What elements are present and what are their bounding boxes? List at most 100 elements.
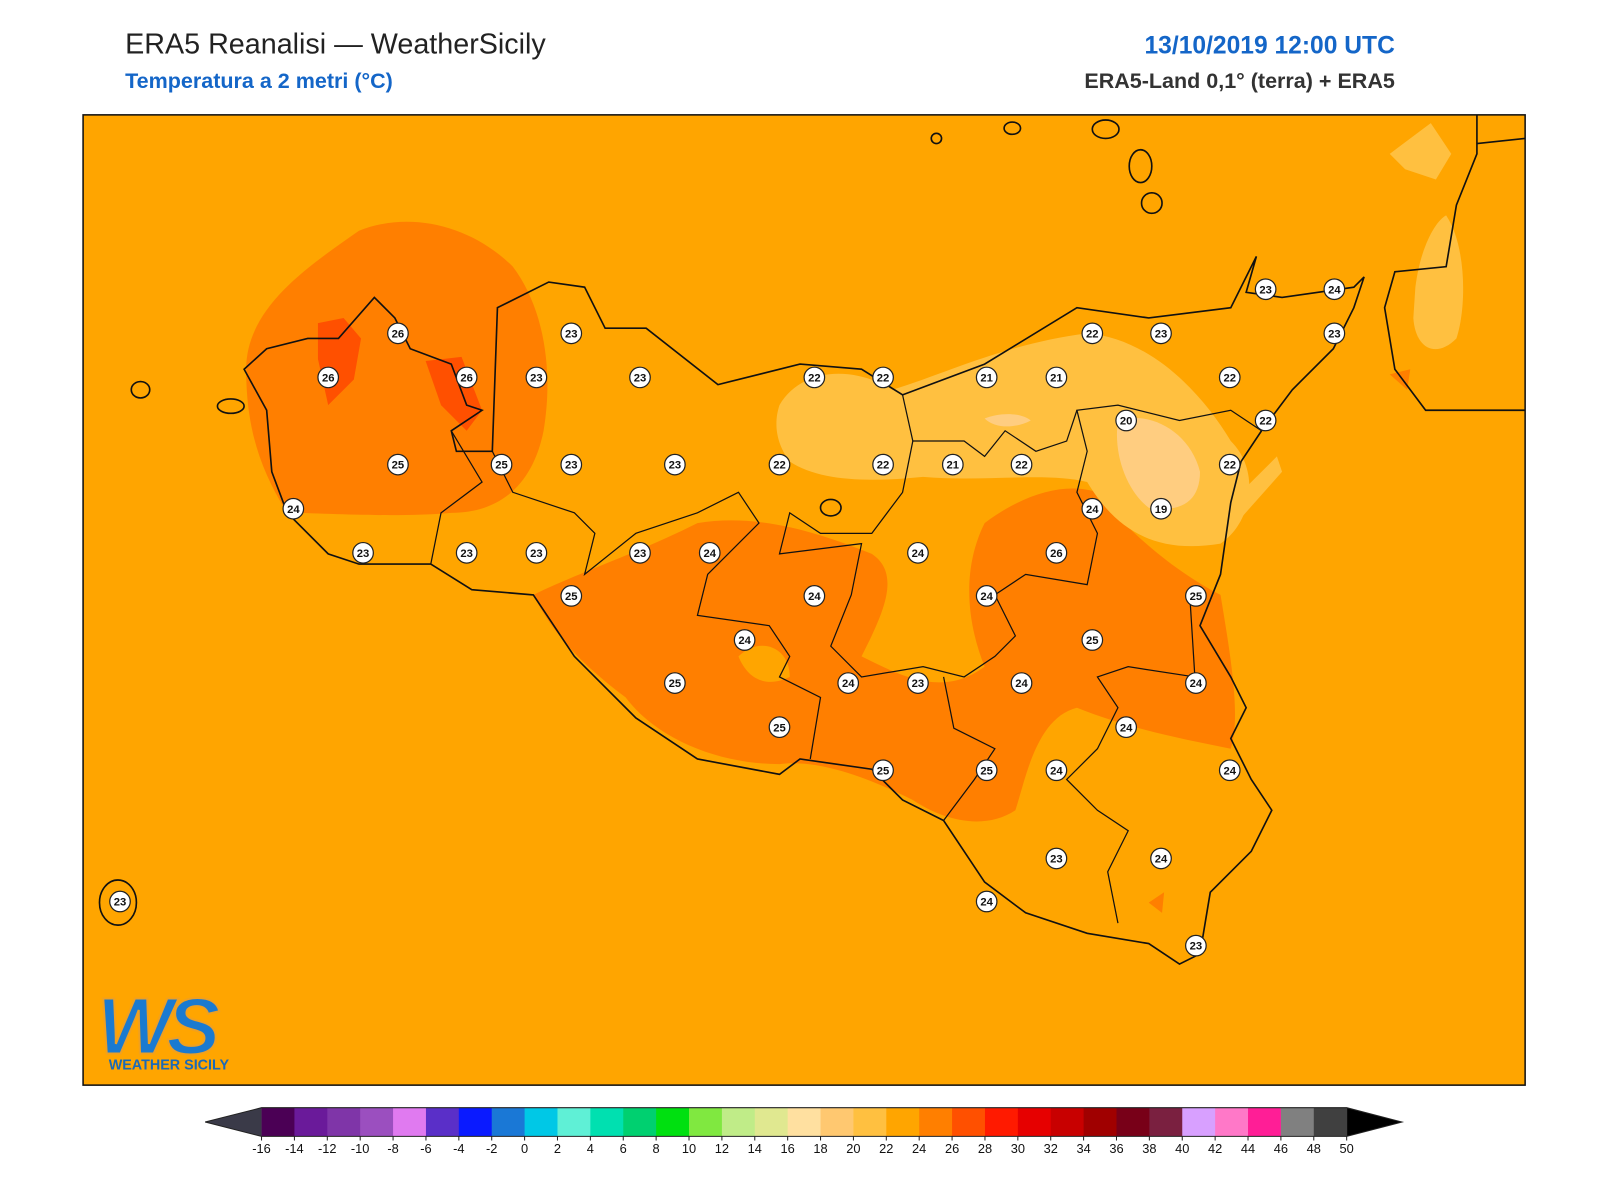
station-marker	[907, 541, 929, 564]
station-value: 24	[980, 897, 993, 909]
island	[930, 132, 943, 145]
colorbar-swatch	[1313, 1107, 1348, 1137]
colorbar-tick-label: 36	[1109, 1141, 1123, 1156]
field-20-22	[1241, 456, 1283, 518]
colorbar-tick-label: 14	[748, 1141, 762, 1156]
map-frame	[82, 114, 1526, 1086]
station-marker	[733, 629, 756, 651]
station: 26	[455, 366, 478, 389]
station: 22	[872, 366, 894, 389]
station-value: 22	[877, 460, 890, 472]
station-value: 22	[1223, 460, 1236, 472]
station-marker	[1045, 541, 1068, 564]
station: 23	[1045, 847, 1068, 870]
station-value: 26	[460, 373, 473, 385]
station: 24	[1150, 847, 1172, 870]
colorbar-swatch	[1149, 1107, 1183, 1137]
island	[98, 879, 138, 926]
station: 24	[837, 672, 860, 694]
colorbar-swatch	[1083, 1107, 1118, 1137]
station: 24	[1115, 716, 1138, 739]
station-marker	[560, 322, 583, 345]
map-area: 26 23 26 26 23 23 22 22 21 21 22 23 22 23 24 23 22 20 25 25…	[83, 114, 1526, 1086]
colorbar-tick-label: 6	[620, 1141, 627, 1156]
station-marker	[1150, 847, 1172, 870]
station-marker	[1045, 847, 1068, 870]
subtitle: Temperatura a 2 metri (°C)	[125, 69, 393, 93]
colorbar-tick-label: 30	[1011, 1141, 1025, 1156]
station-marker	[1254, 278, 1277, 301]
colorbar-swatch	[458, 1107, 493, 1137]
station-value: 24	[1015, 678, 1028, 690]
station-value: 24	[808, 591, 821, 603]
source: ERA5-Land 0,1° (terra) + ERA5	[1084, 69, 1395, 93]
colorbar-swatch	[820, 1107, 854, 1137]
station-marker	[109, 890, 131, 913]
field-20-22	[776, 333, 1250, 547]
station: 25	[1185, 585, 1207, 607]
station-value: 23	[460, 548, 473, 560]
station-value: 20	[1120, 416, 1133, 428]
station-marker	[1323, 322, 1346, 345]
station: 23	[455, 541, 478, 564]
field-22-24	[738, 645, 790, 682]
colorbar-swatch	[425, 1107, 460, 1137]
station: 25	[768, 716, 791, 739]
station-marker	[837, 672, 860, 694]
station-marker	[1185, 934, 1207, 957]
station-marker	[1218, 366, 1241, 389]
station-marker	[1081, 322, 1104, 345]
colorbar-tick-label: 22	[879, 1141, 893, 1156]
station-value: 21	[947, 460, 960, 472]
station-value: 26	[1050, 548, 1063, 560]
station: 25	[872, 759, 894, 782]
station-marker	[560, 453, 583, 476]
datetime: 13/10/2019 12:00 UTC	[1144, 32, 1395, 59]
station-value: 23	[1328, 328, 1341, 340]
station-marker	[629, 541, 651, 564]
island	[1128, 148, 1153, 184]
island	[130, 380, 151, 399]
station: 23	[629, 541, 651, 564]
station: 23	[629, 366, 651, 389]
colorbar-tick-label: -14	[285, 1141, 304, 1156]
station-value: 25	[773, 722, 786, 734]
station-marker	[629, 366, 651, 389]
station-value: 23	[669, 460, 682, 472]
field-24-26	[533, 488, 1236, 822]
station-value: 23	[1155, 328, 1168, 340]
colorbar-tick-label: 44	[1241, 1141, 1255, 1156]
station-value: 25	[495, 460, 508, 472]
title: ERA5 Reanalisi — WeatherSicily	[125, 28, 546, 60]
colorbar-swatch	[984, 1107, 1019, 1137]
station: 24	[1010, 672, 1033, 694]
station-marker	[1010, 453, 1033, 476]
station: 24	[975, 890, 998, 913]
station-marker	[387, 322, 409, 345]
station-marker	[768, 716, 791, 739]
station-marker	[768, 453, 791, 476]
station-value: 25	[565, 591, 578, 603]
station-marker	[1045, 759, 1068, 782]
colorbar-swatch	[327, 1107, 361, 1137]
colorbar-swatch	[261, 1107, 295, 1137]
colorbar-swatch	[656, 1107, 690, 1137]
station: 20	[1115, 409, 1138, 432]
station-marker	[975, 585, 998, 607]
station: 22	[803, 366, 826, 389]
station-value: 24	[980, 591, 993, 603]
station-value: 24	[1050, 765, 1063, 777]
station: 24	[282, 497, 305, 520]
station: 24	[803, 585, 826, 607]
station-value: 25	[1190, 591, 1203, 603]
colorbar-tick-label: -16	[252, 1141, 271, 1156]
station: 25	[975, 759, 998, 782]
station-marker	[698, 541, 721, 564]
colorbar-swatch	[590, 1107, 624, 1137]
station-value: 23	[530, 373, 543, 385]
station-marker	[872, 759, 894, 782]
station-marker	[663, 453, 686, 476]
colorbar-swatch	[1215, 1107, 1249, 1137]
station: 23	[1254, 278, 1277, 301]
